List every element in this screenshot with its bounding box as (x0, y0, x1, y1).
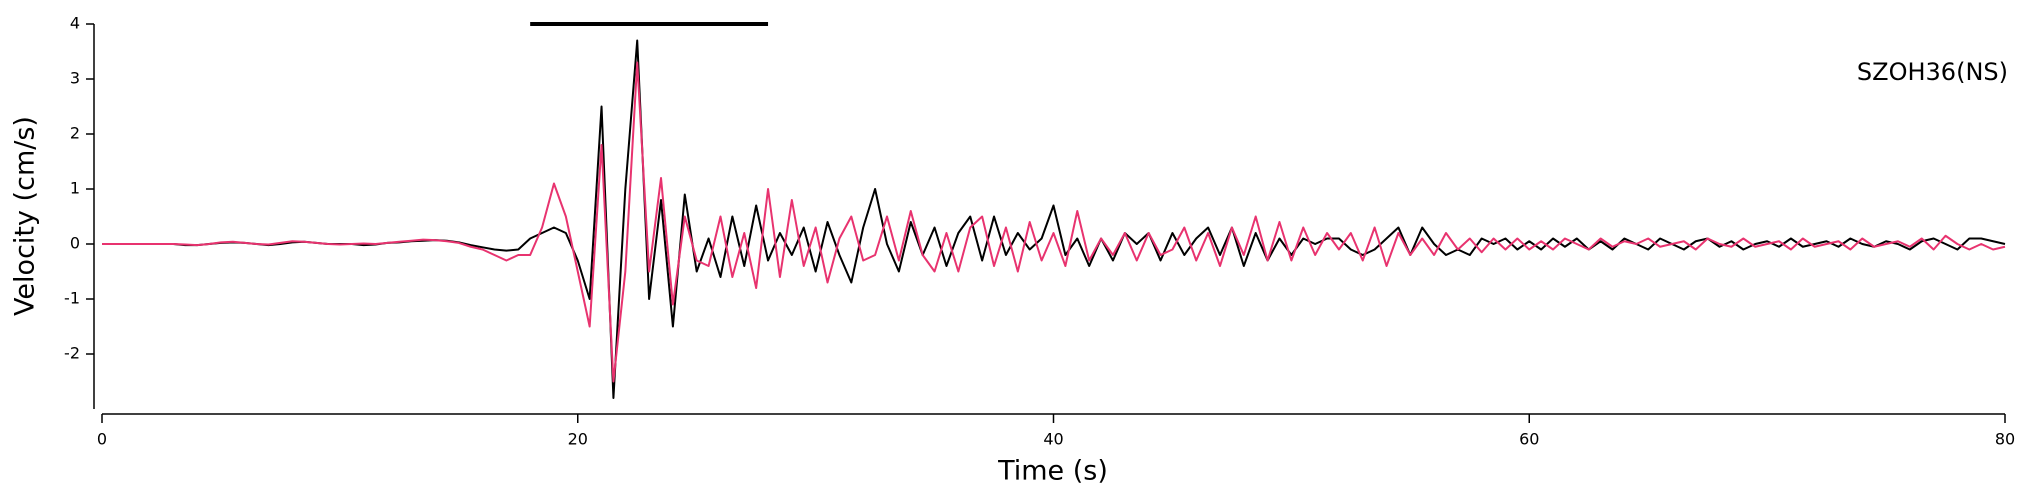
x-tick-label: 40 (1043, 430, 1063, 449)
y-tick-label: -1 (64, 289, 80, 308)
station-label: SZOH36(NS) (1857, 58, 2008, 86)
y-tick-label: 4 (70, 14, 80, 33)
velocity-trace (102, 61, 2006, 383)
y-tick-label: -2 (64, 344, 80, 363)
y-axis-label: Velocity (cm/s) (10, 116, 41, 316)
x-tick-label: 20 (568, 430, 588, 449)
velocity-trace (102, 39, 2006, 399)
x-axis-label: Time (s) (997, 456, 1108, 487)
y-tick-label: 0 (70, 234, 80, 253)
y-tick-label: 1 (70, 179, 80, 198)
x-tick-label: 80 (1995, 430, 2015, 449)
x-tick-label: 0 (97, 430, 107, 449)
x-tick-label: 60 (1519, 430, 1539, 449)
y-tick-label: 2 (70, 124, 80, 143)
y-tick-label: 3 (70, 69, 80, 88)
